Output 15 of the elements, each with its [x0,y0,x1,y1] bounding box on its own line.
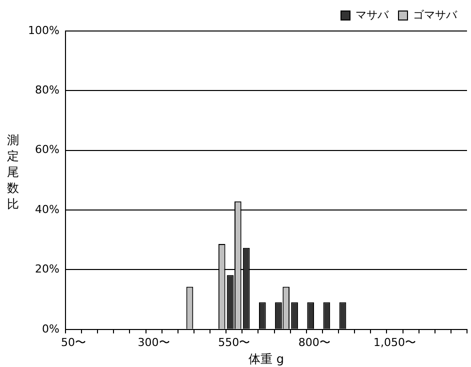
x-tick-label: 50〜 [60,336,86,349]
x-tick-label: 550〜 [218,336,250,349]
legend-label: マサバ [356,8,390,22]
x-tick-label: 800〜 [298,336,330,349]
y-axis-title: 測定尾数比 [6,132,20,212]
x-tick-label: 300〜 [138,336,170,349]
legend-label: ゴマサバ [413,8,458,22]
y-tick-label: 20% [34,262,60,276]
y-tick-label: 40% [34,202,60,216]
y-tick-label: 80% [34,84,60,97]
x-axis-title: 体重 g [248,352,284,366]
x-tick-label: 1,050〜 [373,336,416,349]
y-tick-label: 100% [28,24,60,37]
y-tick-label: 60% [34,143,60,156]
y-tick-label: 0% [42,322,60,336]
